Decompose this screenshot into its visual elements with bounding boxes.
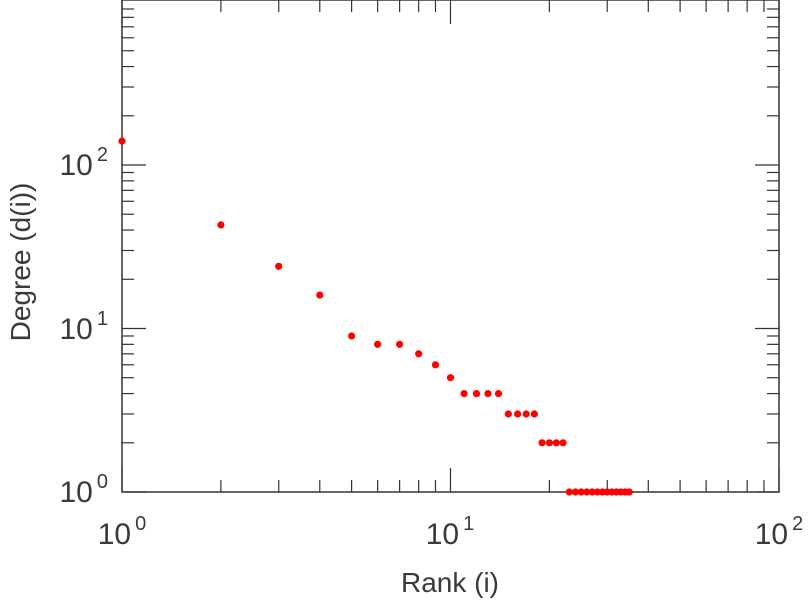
y-tick-base: 10 bbox=[60, 476, 93, 509]
y-tick-labels: 10 0 10 1 10 2 bbox=[60, 144, 109, 509]
x-tick-label: 10 0 bbox=[98, 513, 147, 551]
y-axis-label: Degree (d(i)) bbox=[5, 183, 36, 342]
data-point bbox=[588, 488, 596, 496]
data-point bbox=[217, 221, 225, 229]
data-point bbox=[316, 291, 324, 299]
y-tick-exponent: 2 bbox=[97, 144, 108, 166]
data-point bbox=[571, 488, 580, 496]
x-tick-exponent: 1 bbox=[463, 513, 474, 535]
data-point bbox=[538, 439, 546, 447]
x-tick-base: 10 bbox=[755, 518, 788, 551]
x-tick-base: 10 bbox=[426, 518, 459, 551]
data-point bbox=[565, 488, 573, 496]
major-ticks bbox=[121, 0, 780, 493]
y-tick-label: 10 2 bbox=[60, 144, 109, 182]
y-tick-base: 10 bbox=[60, 313, 93, 346]
data-point bbox=[514, 410, 522, 418]
data-point bbox=[396, 340, 404, 348]
data-point bbox=[583, 488, 591, 496]
data-point bbox=[374, 340, 382, 348]
data-point bbox=[593, 488, 602, 496]
x-tick-exponent: 2 bbox=[792, 513, 803, 535]
data-point bbox=[348, 332, 356, 340]
y-tick-base: 10 bbox=[60, 149, 93, 182]
data-point bbox=[275, 262, 283, 270]
y-tick-exponent: 1 bbox=[97, 308, 108, 330]
x-tick-label: 10 2 bbox=[755, 513, 804, 551]
x-axis-label: Rank (i) bbox=[401, 567, 499, 598]
data-point bbox=[625, 488, 633, 496]
data-point bbox=[552, 439, 560, 447]
data-point bbox=[545, 439, 554, 447]
data-point bbox=[522, 410, 530, 418]
x-tick-exponent: 0 bbox=[135, 513, 146, 535]
y-tick-label: 10 1 bbox=[60, 308, 109, 346]
data-point bbox=[472, 390, 481, 398]
data-point bbox=[504, 410, 512, 418]
x-tick-label: 10 1 bbox=[426, 513, 475, 551]
data-point bbox=[118, 137, 126, 145]
y-tick-label: 10 0 bbox=[60, 471, 109, 509]
data-point bbox=[559, 439, 567, 447]
minor-ticks bbox=[122, 0, 779, 492]
data-point bbox=[460, 390, 468, 398]
x-tick-labels: 10 0 10 1 10 2 bbox=[98, 513, 804, 551]
data-point bbox=[530, 410, 539, 418]
data-point bbox=[494, 390, 503, 398]
data-point bbox=[415, 350, 423, 358]
x-tick-base: 10 bbox=[98, 518, 131, 551]
data-point bbox=[446, 374, 455, 382]
data-points bbox=[118, 137, 633, 496]
data-point bbox=[577, 488, 585, 496]
y-tick-exponent: 0 bbox=[97, 471, 108, 493]
data-point bbox=[431, 361, 440, 369]
data-point bbox=[484, 390, 492, 398]
plot-frame bbox=[121, 0, 780, 493]
